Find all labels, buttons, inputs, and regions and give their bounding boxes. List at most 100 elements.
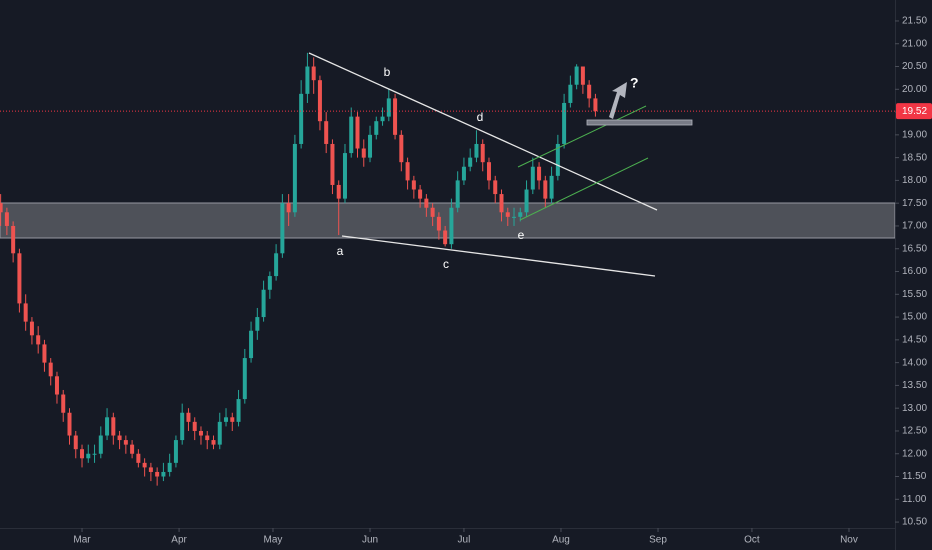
candle-body [461,166,466,181]
candle-body [267,276,272,290]
y-tick-label: 18.50 [902,152,927,163]
candle-body [105,417,110,436]
candle-body [11,225,16,254]
candle-body [255,317,260,331]
trend-line [341,235,656,277]
candle-body [123,440,128,445]
candle-body [29,321,34,336]
y-tick-label: 10.50 [902,517,927,528]
candle-body [555,143,560,176]
candle-body [518,212,523,217]
candle-body [593,98,598,112]
x-tick-label: Mar [73,535,91,546]
x-tick-label: Jul [458,535,471,546]
x-tick-label: Sep [649,535,667,546]
candle-body [242,358,247,400]
candle-body [98,435,103,454]
candle-body [286,203,291,213]
y-tick-label: 20.50 [902,61,927,72]
candle-body [173,440,178,463]
candle-body [330,143,335,185]
candle-body [430,207,435,217]
wave-label: b [384,65,391,79]
candles [0,52,895,486]
candle-body [198,430,203,436]
candle-body [192,421,197,431]
support-zone [0,202,896,239]
candle-body [92,453,97,455]
candle-body [249,330,254,359]
candle-body [380,116,385,122]
target-box [586,119,693,126]
candle-body [61,394,66,413]
candle-body [211,440,216,445]
candle-body [480,143,485,163]
candle-body [436,216,441,231]
candle-body [411,180,416,190]
candle-body [305,66,310,94]
y-tick-label: 19.00 [902,129,927,140]
y-tick-label: 14.00 [902,357,927,368]
y-tick-label: 21.50 [902,16,927,27]
candle-body [180,412,185,441]
y-tick-label: 15.00 [902,312,927,323]
candle-body [36,335,41,345]
wave-label: e [518,228,525,242]
candle-body [42,344,47,363]
candle-body [80,449,85,459]
wave-label: a [337,244,344,258]
candle-body [405,162,410,181]
channel-line [519,157,649,221]
candle-body [374,121,379,135]
candle-body [224,417,229,422]
candle-body [67,412,72,436]
candle-body [311,66,316,81]
candle-body [587,84,592,99]
candle-body [562,102,567,144]
candle-body [280,203,285,254]
y-tick-label: 20.00 [902,84,927,95]
candle-body [236,399,241,422]
y-tick-label: 13.50 [902,380,927,391]
candle-body [142,462,147,468]
x-tick-label: Nov [840,535,858,546]
candle-body [418,189,423,199]
candle-body [86,453,91,459]
candle-body [292,143,297,213]
candle-body [574,66,579,85]
candle-body [449,207,454,245]
candle-body [349,116,354,154]
candle-body [261,289,266,318]
candle-body [474,143,479,158]
channel-line [517,105,647,168]
candle-body [17,253,22,304]
candle-body [230,417,235,422]
candle-body [386,98,391,117]
candle-body [455,180,460,208]
candle-body [543,180,548,199]
wave-label: d [477,110,484,124]
y-tick-label: 11.00 [902,494,927,505]
candle-body [324,121,329,144]
y-tick-label: 17.50 [902,198,927,209]
candle-body [54,376,59,395]
last-price-box [896,103,932,120]
candle-body [530,166,535,190]
candle-body [117,435,122,441]
candle-body [568,84,573,103]
x-tick-label: Oct [744,535,760,546]
y-tick-label: 12.00 [902,448,927,459]
candle-body [205,435,210,441]
candle-body [499,194,504,213]
candle-body [161,471,166,477]
candle-body [486,162,491,181]
candle-body [317,80,322,122]
candle-body [186,412,191,422]
arrow [609,82,627,119]
candle-body [361,148,366,158]
zone-rect [0,202,896,239]
candle-body [399,134,404,163]
wave-label: c [443,257,449,271]
